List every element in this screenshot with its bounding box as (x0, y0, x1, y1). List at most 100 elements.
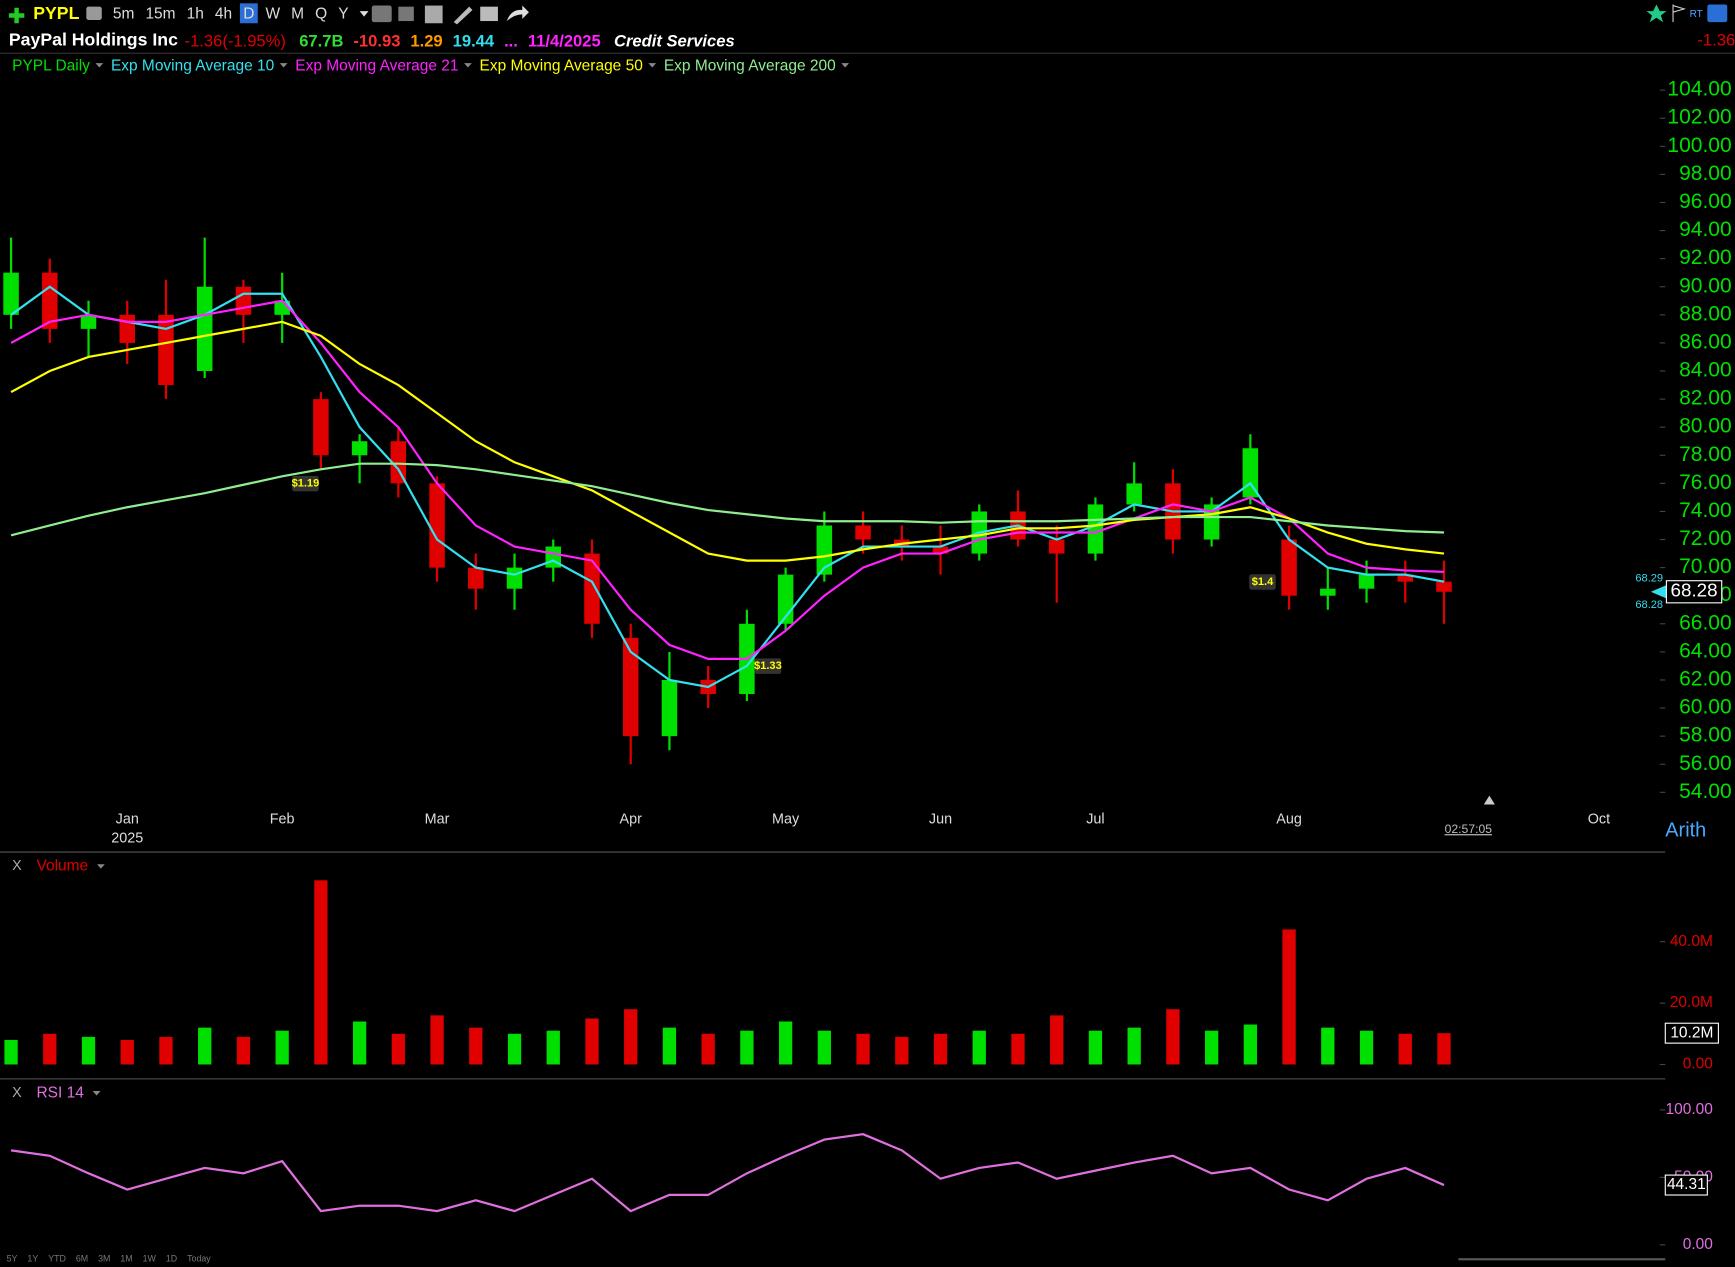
stat: 1.29 (410, 31, 442, 50)
y-tick-label: 102.00 (1667, 106, 1731, 129)
y-tick-label: 70.00 (1679, 555, 1732, 578)
timeframe-button[interactable]: M (291, 6, 304, 23)
volume-bar (740, 1030, 754, 1065)
x-tick-label: Jul (1086, 812, 1104, 828)
share-icon[interactable] (506, 5, 529, 22)
volume-bar (4, 1039, 18, 1065)
y-tick-label: 56.00 (1679, 752, 1732, 775)
y-tick-label: 80.00 (1679, 415, 1732, 438)
active-timeframe (239, 3, 258, 24)
legend-item[interactable]: Exp Moving Average 200 (664, 58, 836, 75)
rt[interactable]: RT (1690, 9, 1703, 20)
volume-bar (43, 1033, 57, 1065)
star-icon[interactable] (1646, 4, 1667, 23)
flag-icon[interactable] (1672, 4, 1687, 23)
volume-bar (1127, 1027, 1141, 1065)
volume-bar (624, 1009, 638, 1065)
volume-bar (314, 880, 328, 1065)
market-cap: 67.7B (299, 31, 343, 50)
timeframe-button[interactable]: 15m (145, 6, 175, 23)
icon[interactable] (86, 6, 102, 20)
range-button[interactable]: YTD (48, 1254, 66, 1264)
volume-bar (1050, 1015, 1064, 1065)
y-tick-label: 54.00 (1679, 780, 1732, 803)
x-year-label: 2025 (111, 831, 143, 847)
x-tick-label: Oct (1588, 812, 1610, 828)
legend-dropdown[interactable] (648, 63, 657, 68)
earnings-marker (1249, 574, 1276, 590)
y-tick-label: 20.0M (1670, 994, 1713, 1011)
more: ... (504, 31, 518, 50)
earnings-marker (292, 475, 319, 492)
candle-body (158, 314, 174, 386)
range-button[interactable]: 6M (76, 1254, 88, 1264)
current-volume: 10.2M (1670, 1024, 1713, 1041)
legend-item[interactable]: PYPL Daily (12, 58, 90, 75)
panel-close[interactable]: X (12, 1085, 22, 1101)
company-name: PayPal Holdings Inc (9, 30, 178, 50)
y-tick-label: 0.00 (1683, 1056, 1713, 1073)
scroll-marker (1483, 795, 1495, 805)
volume-bar (1088, 1030, 1103, 1065)
candle-body (429, 483, 445, 568)
timeframe-button[interactable]: 1h (187, 6, 204, 23)
panel-title[interactable]: RSI 14 (37, 1084, 85, 1101)
panel-close[interactable]: X (12, 858, 22, 874)
ema-value-label: 68.28 (1635, 599, 1663, 611)
dropdown-icon[interactable] (359, 11, 369, 17)
add-icon[interactable] (8, 7, 25, 24)
x-tick-label: Feb (270, 812, 295, 828)
timeframe-button[interactable]: Q (315, 6, 327, 23)
candle-body (468, 567, 484, 589)
volume-bar (507, 1033, 522, 1065)
range-button[interactable]: 1D (166, 1254, 177, 1264)
candle-body (196, 286, 213, 372)
icon[interactable] (1707, 4, 1728, 23)
icon[interactable] (371, 5, 392, 23)
legend-dropdown[interactable] (841, 63, 850, 68)
legend-dropdown[interactable] (279, 63, 288, 68)
range-button[interactable]: 1Y (27, 1254, 38, 1264)
date: 11/4/2025 (528, 31, 601, 50)
candle-body (119, 314, 135, 343)
icon[interactable] (424, 5, 443, 24)
range-button[interactable]: Today (187, 1254, 211, 1264)
volume-bar (895, 1036, 909, 1065)
range-button[interactable]: 1W (143, 1254, 157, 1264)
panel-title[interactable]: Volume (37, 858, 89, 875)
y-tick-label: 98.00 (1679, 162, 1732, 185)
icon[interactable] (453, 6, 473, 25)
timeframe-button[interactable]: Y (338, 6, 348, 23)
legend-dropdown[interactable] (464, 63, 472, 68)
timeframe-button[interactable]: 5m (113, 6, 135, 23)
icon[interactable] (480, 6, 498, 22)
timeframe-button[interactable]: W (265, 6, 280, 23)
candle-body (351, 441, 368, 456)
timeframe-button[interactable]: D (243, 6, 254, 23)
icon[interactable] (398, 6, 414, 22)
candle-body (584, 553, 600, 624)
legend-item[interactable]: Exp Moving Average 21 (295, 58, 458, 75)
candle-body (3, 272, 19, 315)
legend-dropdown[interactable] (95, 63, 104, 68)
candle-body (816, 525, 833, 575)
candle-body (855, 525, 871, 540)
y-tick-label: 104.00 (1667, 78, 1731, 101)
range-button[interactable]: 5Y (7, 1254, 18, 1264)
range-button[interactable]: 1M (120, 1254, 132, 1264)
legend-item[interactable]: Exp Moving Average 10 (111, 58, 274, 75)
range-button[interactable]: 3M (98, 1254, 110, 1264)
symbol[interactable]: PYPL (33, 3, 79, 23)
candle-body (1087, 504, 1104, 554)
panel-dropdown[interactable] (97, 864, 105, 869)
legend-item[interactable]: Exp Moving Average 50 (480, 58, 643, 75)
y-tick-label: 40.0M (1670, 933, 1713, 950)
volume-bar (701, 1033, 715, 1065)
panel-dropdown[interactable] (92, 1091, 101, 1096)
toolbar: PYPL 5m 15m 1h 4h D W M Q Y RT (8, 3, 1728, 25)
timeframe-button[interactable]: 4h (215, 6, 232, 23)
rsi-box (1664, 1174, 1708, 1196)
y-tick-label: 100.00 (1665, 1101, 1712, 1118)
volume-bar (198, 1027, 212, 1065)
